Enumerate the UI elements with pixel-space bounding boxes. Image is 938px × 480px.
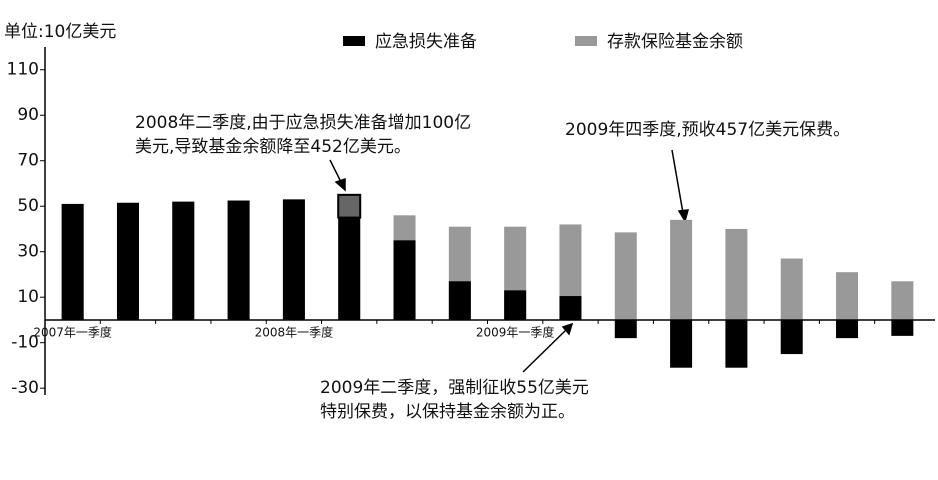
annotation: 2009年四季度,预收457亿美元保费。 xyxy=(565,120,850,140)
arrow xyxy=(522,329,567,373)
arrows xyxy=(329,149,690,373)
y-tick-label: 10 xyxy=(17,287,39,307)
y-tick-label: -30 xyxy=(11,378,39,398)
bar xyxy=(504,290,527,320)
annotation: 特别保费，以保持基金余额为正。 xyxy=(320,402,575,422)
bar xyxy=(559,224,582,320)
legend-label: 存款保险基金余额 xyxy=(607,32,743,52)
bar xyxy=(448,281,471,320)
bar xyxy=(780,258,803,320)
arrow xyxy=(671,149,684,214)
annotation: 2008年二季度,由于应急损失准备增加100亿 xyxy=(135,113,471,133)
bar xyxy=(559,296,582,320)
highlight xyxy=(337,193,362,219)
y-tick-label: 110 xyxy=(7,60,39,80)
legend-label: 应急损失准备 xyxy=(375,32,477,52)
bar xyxy=(725,228,748,320)
legend-swatch xyxy=(575,36,597,46)
y-tick-label: 30 xyxy=(17,242,39,262)
bar xyxy=(780,319,803,355)
y-tick-label: -10 xyxy=(11,333,39,353)
bar xyxy=(614,232,637,320)
annotation: 2009年二季度，强制征收55亿美元 xyxy=(320,378,589,398)
arrow-head xyxy=(334,177,346,192)
y-tick-label: 70 xyxy=(17,151,39,171)
bar xyxy=(836,272,859,320)
y-tick-label: 90 xyxy=(17,105,39,125)
bar xyxy=(282,199,305,320)
arrow-head xyxy=(561,322,574,336)
arrow-head xyxy=(677,209,690,223)
bar xyxy=(614,319,637,339)
bar xyxy=(338,217,361,320)
x-tick-label: 2007年一季度 xyxy=(33,324,112,339)
annotation: 美元,导致基金余额降至452亿美元。 xyxy=(135,137,411,157)
bar xyxy=(670,319,693,368)
y-tick-label: 50 xyxy=(17,196,39,216)
bar xyxy=(891,281,914,320)
bar xyxy=(725,319,748,368)
bar xyxy=(116,202,139,320)
bar xyxy=(61,203,84,320)
bar xyxy=(891,319,914,336)
x-tick-label: 2008年一季度 xyxy=(255,324,334,339)
bar xyxy=(227,200,250,320)
bar xyxy=(172,201,195,320)
x-tick-label: 2009年一季度 xyxy=(476,324,555,339)
bar xyxy=(393,240,416,320)
legend-swatch xyxy=(343,36,365,46)
bar xyxy=(836,319,859,339)
bar xyxy=(670,219,693,320)
unit-label: 单位:10亿美元 xyxy=(4,22,116,42)
